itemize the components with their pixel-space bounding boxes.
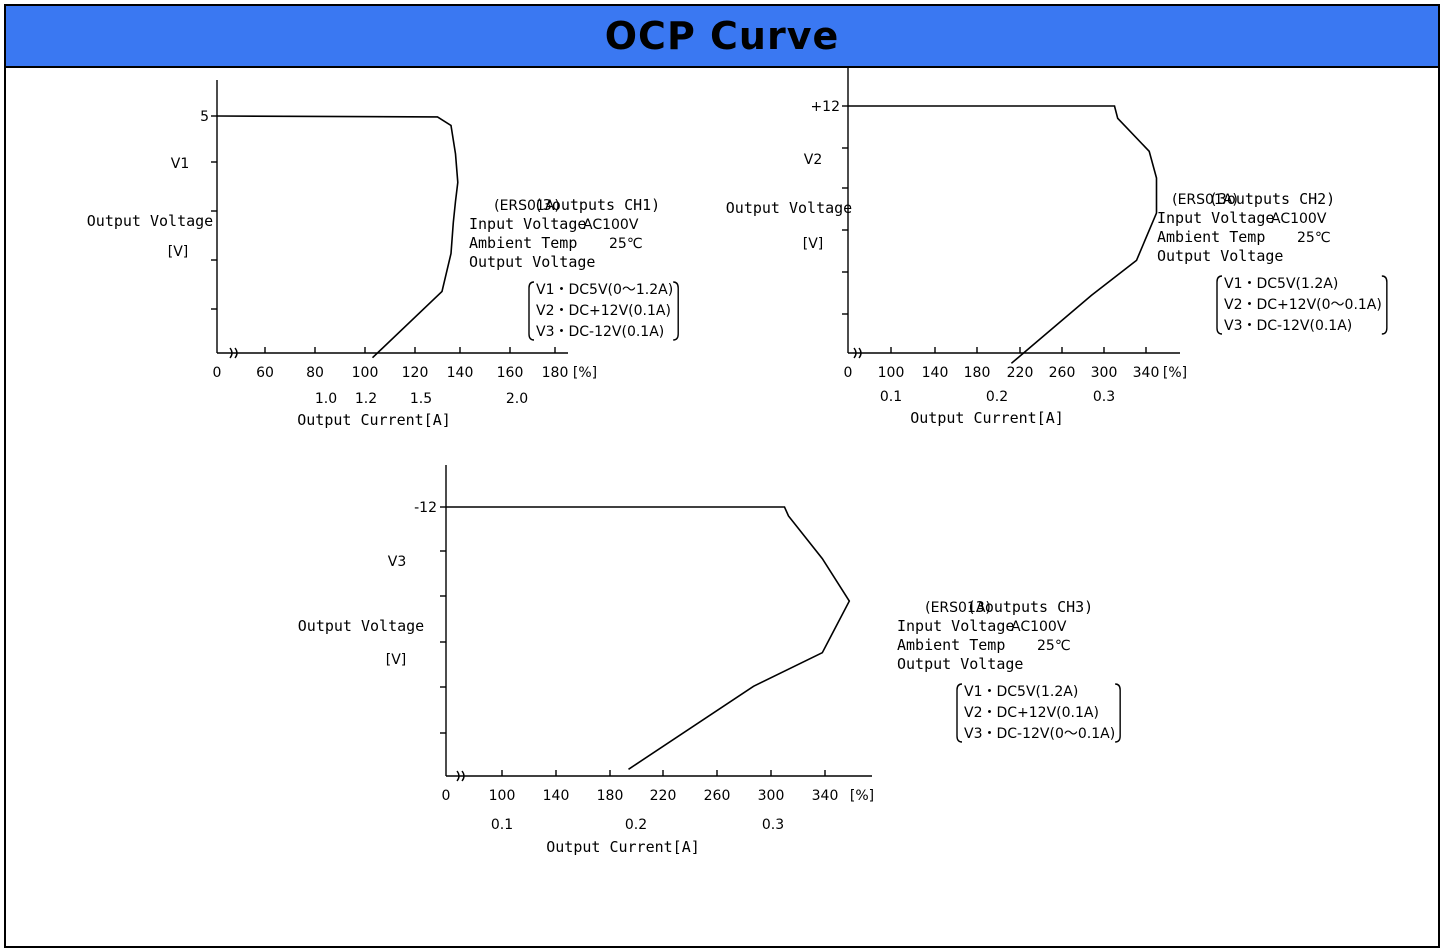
y-axis-label: [V] <box>168 244 189 260</box>
x-tick-label: 180 <box>964 365 991 381</box>
legend-value: 25℃ <box>1037 638 1071 654</box>
axis-break-mark <box>229 347 238 359</box>
y-axis-label: V3 <box>388 554 406 570</box>
x-tick-label: 220 <box>1007 365 1034 381</box>
x-tick-label: 220 <box>650 788 677 804</box>
x-tick-label: 340 <box>1133 365 1160 381</box>
x-axis-label: Output Current[A] <box>546 838 700 856</box>
page-frame: OCP Curve <box>4 4 1440 948</box>
legend-model: (ERS01A) <box>1172 192 1238 208</box>
ocp-curve-line <box>848 105 1158 364</box>
legend-output-item: V2・DC+12V(0.1A) <box>536 303 671 319</box>
y-axis-label: V2 <box>804 152 822 168</box>
x-tick-label: 80 <box>306 365 324 381</box>
current-tick-label: 0.1 <box>880 389 902 405</box>
legend-line: Ambient Temp <box>1157 228 1265 246</box>
legend-bracket-right <box>673 281 679 341</box>
legend-output-item: V2・DC+12V(0.1A) <box>964 705 1099 721</box>
x-tick-label: 340 <box>812 788 839 804</box>
page-title: OCP Curve <box>604 14 840 58</box>
axis-break-mark <box>456 770 465 782</box>
legend-value: AC100V <box>1011 619 1067 635</box>
y-axis-label: [V] <box>386 652 407 668</box>
x-axis-label: Output Current[A] <box>910 409 1064 427</box>
y-tick-label: +12 <box>810 99 840 115</box>
x-tick-label: 140 <box>447 365 474 381</box>
legend-value: AC100V <box>1271 211 1327 227</box>
x-tick-label: 100 <box>352 365 379 381</box>
legend-line: Output Voltage <box>897 655 1023 673</box>
x-tick-label: 60 <box>256 365 274 381</box>
legend-line: Input Voltage <box>469 215 586 233</box>
x-tick-label: 100 <box>489 788 516 804</box>
x-unit-label: [%] <box>850 788 874 804</box>
y-axis-label: Output Voltage <box>298 617 424 635</box>
y-tick-label: 5 <box>200 109 209 125</box>
legend-output-item: V3・DC-12V(0.1A) <box>536 324 664 340</box>
x-tick-label: 120 <box>402 365 429 381</box>
legend-bracket-right <box>1115 683 1121 743</box>
legend-line: Output Voltage <box>469 253 595 271</box>
legend-line: Ambient Temp <box>897 636 1005 654</box>
legend-heading: (3outputs CH3) <box>967 598 1093 616</box>
x-tick-label: 0 <box>213 365 222 381</box>
x-tick-label: 260 <box>1049 365 1076 381</box>
current-tick-label: 0.2 <box>986 389 1008 405</box>
legend-output-item: V2・DC+12V(0～0.1A) <box>1224 297 1382 313</box>
legend-bracket-left <box>528 281 535 341</box>
legend-value: 25℃ <box>1297 230 1331 246</box>
ocp-curve-line <box>446 506 851 770</box>
ocp-curve-line <box>216 115 459 359</box>
x-tick-label: 300 <box>758 788 785 804</box>
current-tick-label: 1.0 <box>315 391 337 407</box>
current-tick-label: 2.0 <box>506 391 528 407</box>
legend-value: AC100V <box>583 217 639 233</box>
y-axis-label: Output Voltage <box>726 199 852 217</box>
current-tick-label: 0.3 <box>1093 389 1115 405</box>
current-tick-label: 1.2 <box>355 391 377 407</box>
x-tick-label: 0 <box>844 365 853 381</box>
x-tick-label: 300 <box>1091 365 1118 381</box>
current-tick-label: 1.5 <box>410 391 432 407</box>
legend-line: Output Voltage <box>1157 247 1283 265</box>
x-tick-label: 260 <box>704 788 731 804</box>
current-tick-label: 0.1 <box>491 817 513 833</box>
x-axis-label: Output Current[A] <box>297 411 451 429</box>
legend-value: 25℃ <box>609 236 643 252</box>
x-unit-label: [%] <box>573 365 597 381</box>
legend-line: Input Voltage <box>897 617 1014 635</box>
x-tick-label: 100 <box>878 365 905 381</box>
legend-bracket-right <box>1381 275 1388 335</box>
legend-line: Input Voltage <box>1157 209 1274 227</box>
current-tick-label: 0.3 <box>762 817 784 833</box>
legend-output-item: V1・DC5V(1.2A) <box>1224 276 1338 292</box>
y-axis-label: Output Voltage <box>87 212 213 230</box>
legend-bracket-left <box>956 683 963 743</box>
x-tick-label: 140 <box>922 365 949 381</box>
legend-model: (ERS01A) <box>494 198 560 214</box>
header-bar: OCP Curve <box>6 6 1438 68</box>
legend-line: Ambient Temp <box>469 234 577 252</box>
y-tick-label: -12 <box>414 500 437 516</box>
x-tick-label: 160 <box>497 365 524 381</box>
x-tick-label: 140 <box>543 788 570 804</box>
axis-break-mark <box>853 347 862 359</box>
legend-output-item: V3・DC-12V(0.1A) <box>1224 318 1352 334</box>
x-unit-label: [%] <box>1163 365 1187 381</box>
legend-output-item: V3・DC-12V(0～0.1A) <box>964 726 1115 742</box>
legend-model: (ERS01A) <box>925 600 991 616</box>
legend-output-item: V1・DC5V(0～1.2A) <box>536 282 673 298</box>
legend-heading: (3outputs CH2) <box>1209 190 1335 208</box>
x-tick-label: 180 <box>542 365 569 381</box>
x-tick-label: 0 <box>442 788 451 804</box>
x-tick-label: 180 <box>597 788 624 804</box>
legend-bracket-left <box>1216 275 1223 335</box>
legend-output-item: V1・DC5V(1.2A) <box>964 684 1078 700</box>
y-axis-label: [V] <box>803 236 824 252</box>
y-axis-label: V1 <box>171 156 189 172</box>
legend-heading: (3outputs CH1) <box>534 196 660 214</box>
current-tick-label: 0.2 <box>625 817 647 833</box>
